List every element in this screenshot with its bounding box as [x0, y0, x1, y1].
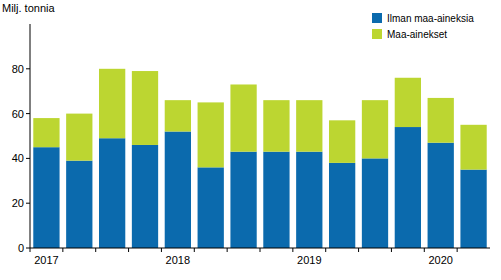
- x-tick-label: 2020: [428, 254, 452, 266]
- x-tick: [62, 248, 63, 252]
- bar-segment: [230, 152, 256, 248]
- x-tick: [424, 248, 425, 252]
- bar-segment: [428, 98, 454, 143]
- bar-segment: [263, 152, 289, 248]
- bar-segment: [395, 127, 421, 248]
- x-tick: [161, 248, 162, 252]
- bar-segment: [296, 152, 322, 248]
- bar-segment: [33, 147, 59, 248]
- bar-segment: [395, 78, 421, 127]
- bar-segment: [362, 100, 388, 158]
- legend-swatch: [372, 13, 382, 23]
- y-tick: [26, 248, 30, 249]
- legend-label: Maa-ainekset: [387, 29, 447, 40]
- y-axis-label: Milj. tonnia: [2, 2, 55, 14]
- bar-segment: [198, 102, 224, 167]
- bar-segment: [230, 84, 256, 151]
- x-tick: [95, 248, 96, 252]
- bar-segment: [165, 132, 191, 248]
- chart: Milj. tonnia 0 20 40 60 80 2017 2018 2019 2020 Ilm…: [0, 0, 501, 280]
- x-tick: [227, 248, 228, 252]
- y-tick: [26, 113, 30, 114]
- y-tick: [26, 158, 30, 159]
- bar-segment: [460, 125, 486, 170]
- bar-segment: [296, 100, 322, 152]
- x-tick: [325, 248, 326, 252]
- bar-segment: [165, 100, 191, 131]
- x-tick: [391, 248, 392, 252]
- y-tick: [26, 203, 30, 204]
- y-tick-label: 20: [12, 197, 24, 209]
- bar-segment: [33, 118, 59, 147]
- y-axis: [30, 24, 31, 248]
- y-tick-label: 0: [18, 242, 24, 254]
- x-tick: [260, 248, 261, 252]
- x-tick-label: 2017: [34, 254, 58, 266]
- bar-segment: [132, 71, 158, 145]
- bar-segment: [460, 170, 486, 248]
- y-tick-label: 40: [12, 152, 24, 164]
- bar-segment: [329, 163, 355, 248]
- bar-segment: [362, 158, 388, 248]
- bars: [33, 69, 486, 248]
- legend-swatch: [372, 29, 382, 39]
- y-tick-label: 60: [12, 108, 24, 120]
- bar-segment: [66, 161, 92, 248]
- bar-segment: [99, 69, 125, 138]
- bar-segment: [132, 145, 158, 248]
- y-tick: [26, 68, 30, 69]
- bar-segment: [99, 138, 125, 248]
- x-tick-label: 2018: [166, 254, 190, 266]
- bar-segment: [329, 120, 355, 163]
- bar-segment: [66, 114, 92, 161]
- x-tick-label: 2019: [297, 254, 321, 266]
- bar-segment: [428, 143, 454, 248]
- bar-segment: [198, 167, 224, 248]
- x-tick: [358, 248, 359, 252]
- bar-segment: [263, 100, 289, 152]
- legend-label: Ilman maa-aineksia: [387, 13, 474, 24]
- x-tick: [292, 248, 293, 252]
- x-tick: [30, 248, 31, 252]
- y-tick-label: 80: [12, 63, 24, 75]
- x-tick: [128, 248, 129, 252]
- x-tick: [457, 248, 458, 252]
- x-tick: [194, 248, 195, 252]
